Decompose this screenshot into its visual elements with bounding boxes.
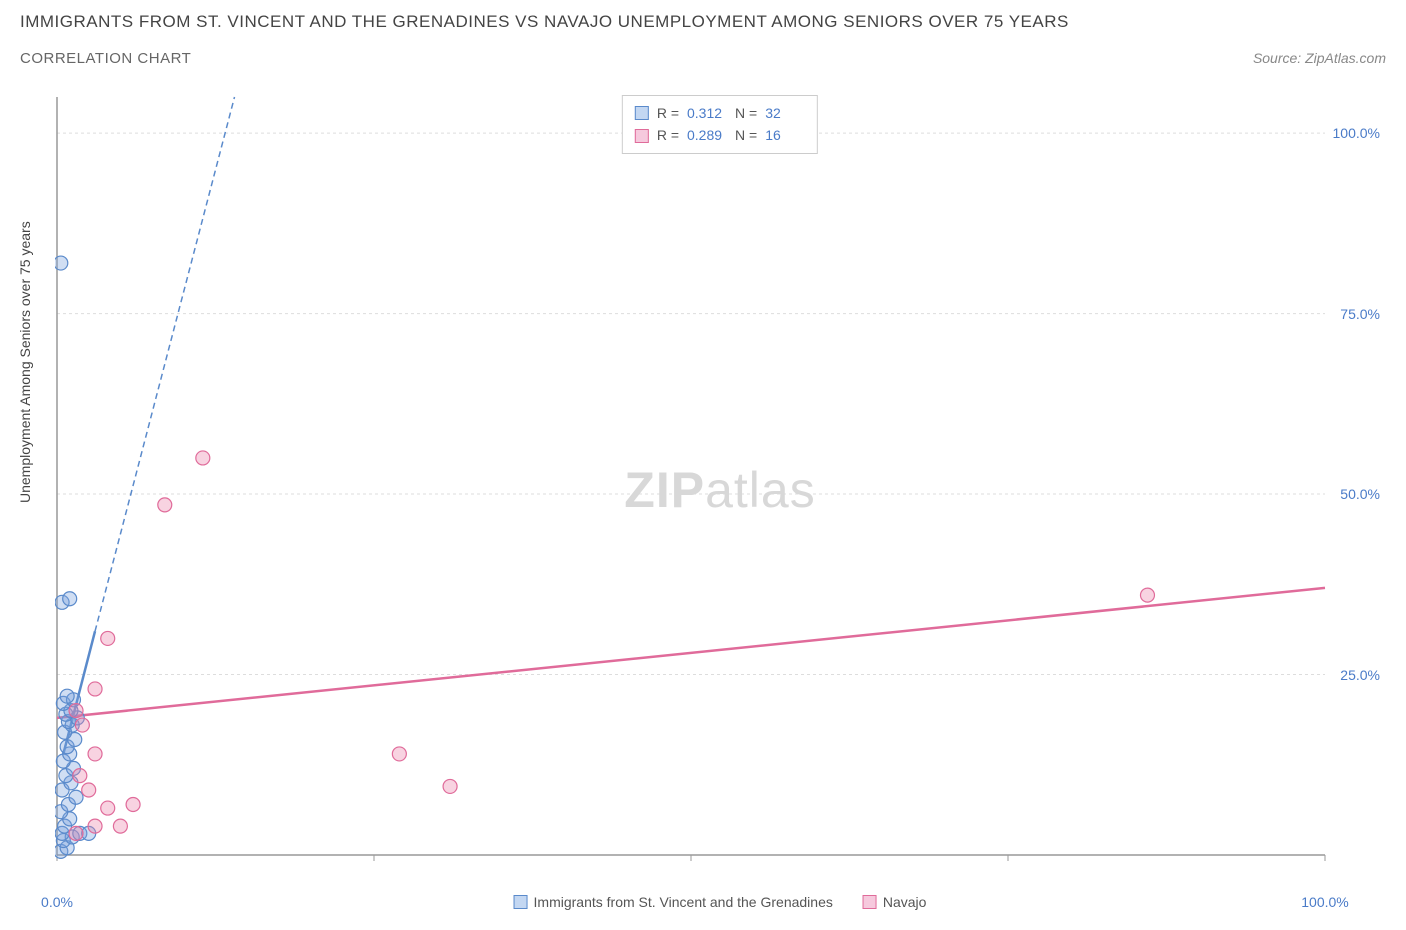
stats-n-value: 32 [765,102,805,124]
stats-r-value: 0.289 [687,124,727,146]
legend-item: Navajo [863,894,927,910]
chart-subtitle: CORRELATION CHART [20,50,191,67]
y-tick-label: 75.0% [1340,306,1380,322]
stats-n-value: 16 [765,124,805,146]
subtitle-row: CORRELATION CHART Source: ZipAtlas.com [20,50,1386,67]
chart-title: IMMIGRANTS FROM ST. VINCENT AND THE GREN… [20,12,1386,32]
stats-r-label: R = [657,102,679,124]
x-tick-label: 0.0% [41,894,73,910]
correlation-stats-legend: R = 0.312 N = 32 R = 0.289 N = 16 [622,95,818,154]
series-legend: Immigrants from St. Vincent and the Gren… [514,894,927,910]
legend-label: Navajo [883,894,927,910]
y-tick-label: 50.0% [1340,486,1380,502]
stats-n-label: N = [735,124,757,146]
stats-r-value: 0.312 [687,102,727,124]
chart-container: Unemployment Among Seniors over 75 years… [55,95,1385,885]
scatter-plot [55,95,1385,885]
legend-swatch [514,895,528,909]
stats-row: R = 0.289 N = 16 [635,124,805,146]
chart-header: IMMIGRANTS FROM ST. VINCENT AND THE GREN… [0,0,1406,67]
y-tick-label: 25.0% [1340,667,1380,683]
legend-item: Immigrants from St. Vincent and the Gren… [514,894,833,910]
x-tick-label: 100.0% [1301,894,1348,910]
legend-label: Immigrants from St. Vincent and the Gren… [534,894,833,910]
stats-row: R = 0.312 N = 32 [635,102,805,124]
stats-swatch [635,106,649,120]
source-attribution: Source: ZipAtlas.com [1253,50,1386,66]
stats-n-label: N = [735,102,757,124]
stats-swatch [635,129,649,143]
y-tick-label: 100.0% [1333,125,1380,141]
stats-r-label: R = [657,124,679,146]
y-axis-label: Unemployment Among Seniors over 75 years [17,221,33,503]
legend-swatch [863,895,877,909]
